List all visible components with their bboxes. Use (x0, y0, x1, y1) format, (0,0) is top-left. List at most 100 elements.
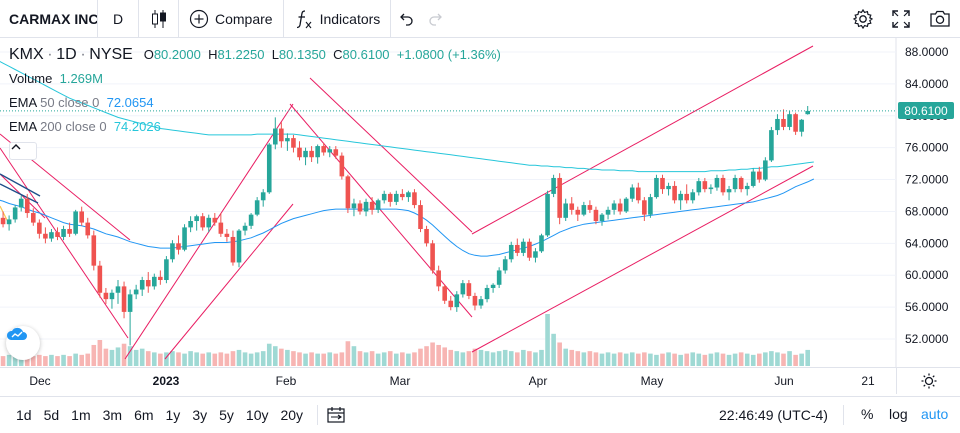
trend-line (164, 203, 294, 360)
volume-bar (793, 354, 798, 366)
price-tick-label: 84.0000 (905, 77, 949, 91)
axis-settings-button[interactable] (896, 368, 960, 394)
volume-bar (260, 351, 266, 366)
candle-body (454, 294, 460, 308)
compare-button[interactable]: Compare (179, 0, 284, 38)
candle-body (230, 236, 236, 263)
price-tick-label: 76.0000 (905, 141, 949, 155)
divider (317, 405, 319, 425)
candle-body (496, 270, 502, 285)
tradingview-logo[interactable] (6, 326, 40, 360)
volume-bar (533, 352, 538, 366)
range-button-5d[interactable]: 5d (43, 407, 60, 423)
range-button-1d[interactable]: 1d (16, 407, 32, 423)
clock-timezone[interactable]: 22:46:49 (UTC-4) (719, 407, 828, 423)
candle-body (775, 118, 780, 131)
legend-ema50[interactable]: EMA 50 close 0 72.0654 (9, 95, 154, 110)
sun-settings-icon (921, 373, 936, 389)
volume-bar (738, 352, 744, 366)
volume-bar (629, 352, 635, 366)
range-button-3m[interactable]: 3m (102, 407, 123, 423)
ema50-label: EMA (9, 95, 37, 110)
time-label: Apr (528, 374, 548, 388)
volume-bar (684, 353, 689, 366)
legend-collapse-button[interactable] (9, 142, 37, 160)
legend-open-label: O (143, 47, 154, 62)
volume-bar (430, 342, 435, 366)
legend-main: KMX · 1D · NYSE O80.2000 H81.2250 L80.13… (9, 46, 501, 63)
plus-circle-icon (189, 9, 209, 28)
redo-button[interactable] (421, 0, 451, 38)
price-chart[interactable]: 88.000084.000080.000076.000072.000068.00… (0, 38, 960, 367)
indicators-button[interactable]: Indicators (284, 0, 392, 38)
range-button-1m[interactable]: 1m (71, 407, 91, 423)
bottom-toolbar: 1d 5d 1m 3m 6m 1y 3y 5y 10y 20y 22:46:49 (UTC-4) … (0, 396, 960, 433)
candle-body (236, 230, 242, 263)
range-button-1y[interactable]: 1y (165, 407, 181, 423)
legend-volume[interactable]: Volume 1.269M (9, 71, 103, 86)
volume-bar (24, 354, 30, 366)
volume-bar (49, 354, 54, 366)
candle-body (805, 110, 810, 115)
snapshot-button[interactable] (921, 0, 959, 38)
candle-body (466, 283, 472, 296)
candle-body (381, 193, 387, 201)
volume-bar (315, 353, 320, 366)
candle-body (720, 177, 726, 193)
chart-pane[interactable]: 88.000084.000080.000076.000072.000068.00… (0, 38, 960, 367)
undo-button[interactable] (391, 0, 421, 38)
candle-body (133, 289, 139, 295)
interval-button[interactable]: D (98, 0, 139, 38)
volume-bar (133, 349, 139, 366)
volume-bar (545, 314, 550, 366)
settings-button[interactable] (844, 0, 882, 38)
undo-icon (400, 13, 413, 26)
range-button-10y[interactable]: 10y (245, 407, 269, 423)
volume-bar (654, 354, 659, 366)
candle-body (666, 185, 671, 190)
auto-toggle[interactable]: auto (921, 406, 949, 422)
candle-body (660, 177, 665, 190)
candle-body (91, 235, 97, 266)
candle-body (551, 177, 556, 194)
fullscreen-button[interactable] (882, 0, 920, 38)
legend-ema200[interactable]: EMA 200 close 0 74.2026 (9, 119, 161, 134)
range-button-3y[interactable]: 3y (192, 407, 208, 423)
candle-body (787, 114, 792, 127)
volume-bar (442, 347, 447, 366)
symbol-search-button[interactable]: CARMAX INC (0, 0, 98, 38)
volume-bar (515, 352, 520, 366)
candle-body (127, 294, 133, 312)
calendar-range-icon[interactable] (326, 406, 346, 424)
candle-body (478, 299, 484, 306)
volume-bar (557, 342, 562, 366)
candle-body (781, 118, 786, 127)
volume-bar (508, 351, 514, 366)
time-axis[interactable]: Dec 2023 Feb Mar Apr May Jun 21 (0, 367, 960, 394)
candle-body (460, 283, 466, 295)
candle-body (490, 284, 496, 288)
candle-body (394, 193, 399, 202)
cloud-logo-icon (6, 327, 27, 340)
chart-type-button[interactable] (139, 0, 179, 38)
candle-body (37, 222, 42, 234)
trend-line-blue (0, 173, 41, 197)
volume-bar (726, 354, 732, 366)
range-button-5y[interactable]: 5y (219, 407, 234, 423)
fullscreen-icon (892, 10, 910, 28)
time-label: 21 (861, 374, 875, 388)
candle-body (581, 205, 587, 215)
range-button-6m[interactable]: 6m (134, 407, 154, 423)
range-button-20y[interactable]: 20y (280, 407, 304, 423)
percent-toggle[interactable]: % (861, 406, 874, 422)
candle-body (593, 209, 599, 222)
legend-exchange: NYSE (89, 46, 133, 63)
candle-body (309, 150, 314, 158)
volume-bar (611, 353, 617, 366)
volume-bar (224, 353, 230, 366)
log-toggle[interactable]: log (889, 406, 908, 422)
trend-line (471, 45, 814, 235)
volume-bar (145, 351, 151, 366)
volume-bar (152, 352, 157, 366)
candle-body (557, 177, 562, 218)
